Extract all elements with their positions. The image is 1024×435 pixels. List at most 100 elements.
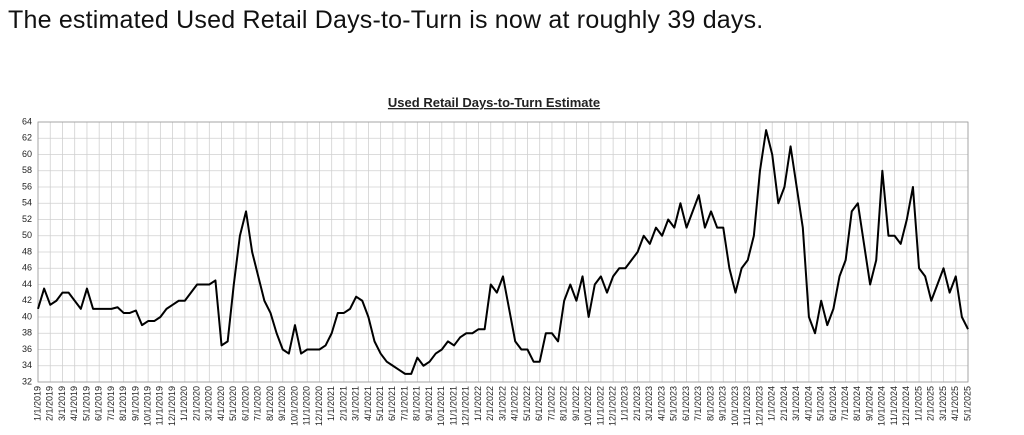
y-tick-label: 34 <box>22 360 32 370</box>
y-tick-label: 56 <box>22 181 32 191</box>
x-tick-label: 1/1/2023 <box>620 386 630 421</box>
x-tick-label: 7/1/2020 <box>253 386 263 421</box>
y-tick-label: 40 <box>22 311 32 321</box>
x-tick-label: 11/1/2022 <box>595 386 605 425</box>
y-tick-label: 58 <box>22 165 32 175</box>
x-tick-label: 10/1/2019 <box>143 386 153 426</box>
y-tick-label: 50 <box>22 230 32 240</box>
y-tick-label: 32 <box>22 376 32 386</box>
x-tick-label: 6/1/2022 <box>534 386 544 421</box>
x-tick-label: 5/1/2024 <box>816 386 826 421</box>
x-tick-label: 9/1/2019 <box>130 386 140 421</box>
y-tick-label: 38 <box>22 328 32 338</box>
x-tick-label: 12/1/2022 <box>608 386 618 426</box>
x-tick-label: 2/1/2023 <box>632 386 642 421</box>
x-tick-label: 6/1/2019 <box>94 386 104 421</box>
x-tick-label: 9/1/2024 <box>864 386 874 421</box>
x-tick-label: 8/1/2021 <box>412 386 422 421</box>
x-tick-label: 12/1/2024 <box>901 386 911 426</box>
x-tick-label: 9/1/2022 <box>571 386 581 421</box>
x-tick-label: 3/1/2021 <box>351 386 361 421</box>
x-tick-label: 4/1/2023 <box>656 386 666 421</box>
x-tick-label: 10/1/2020 <box>289 386 299 426</box>
x-tick-label: 11/1/2019 <box>155 386 165 425</box>
x-tick-label: 4/1/2019 <box>69 386 79 421</box>
x-tick-label: 12/1/2020 <box>314 386 324 426</box>
x-tick-label: 4/1/2025 <box>950 386 960 421</box>
x-tick-label: 4/1/2021 <box>363 386 373 421</box>
x-tick-label: 11/1/2021 <box>448 386 458 425</box>
x-tick-label: 3/1/2025 <box>938 386 948 421</box>
x-tick-label: 1/1/2024 <box>767 386 777 421</box>
x-tick-label: 5/1/2019 <box>81 386 91 421</box>
x-tick-label: 2/1/2020 <box>191 386 201 421</box>
x-tick-label: 8/1/2024 <box>852 386 862 421</box>
y-tick-label: 44 <box>22 279 32 289</box>
headline: The estimated Used Retail Days-to-Turn i… <box>8 6 764 34</box>
x-tick-label: 2/1/2024 <box>779 386 789 421</box>
x-tick-label: 10/1/2022 <box>583 386 593 426</box>
x-tick-label: 1/1/2019 <box>32 386 42 421</box>
x-tick-label: 6/1/2023 <box>681 386 691 421</box>
x-tick-label: 3/1/2024 <box>791 386 801 421</box>
y-tick-label: 64 <box>22 116 32 126</box>
x-tick-label: 10/1/2024 <box>877 386 887 426</box>
x-tick-label: 10/1/2023 <box>730 386 740 426</box>
x-tick-label: 8/1/2019 <box>118 386 128 421</box>
x-tick-label: 11/1/2020 <box>302 386 312 425</box>
x-tick-label: 5/1/2021 <box>375 386 385 421</box>
x-tick-label: 12/1/2019 <box>167 386 177 426</box>
x-tick-label: 8/1/2020 <box>265 386 275 421</box>
x-tick-label: 12/1/2023 <box>754 386 764 426</box>
x-tick-label: 7/1/2024 <box>840 386 850 421</box>
x-tick-label: 1/1/2021 <box>326 386 336 421</box>
y-tick-label: 42 <box>22 295 32 305</box>
x-tick-label: 4/1/2024 <box>803 386 813 421</box>
x-tick-label: 6/1/2020 <box>240 386 250 421</box>
x-tick-label: 3/1/2020 <box>204 386 214 421</box>
x-tick-label: 8/1/2023 <box>705 386 715 421</box>
x-tick-label: 1/1/2025 <box>913 386 923 421</box>
plot-frame <box>37 121 969 383</box>
x-tick-label: 6/1/2021 <box>387 386 397 421</box>
x-tick-label: 3/1/2023 <box>644 386 654 421</box>
x-tick-label: 7/1/2023 <box>693 386 703 421</box>
x-tick-label: 2/1/2021 <box>338 386 348 421</box>
x-tick-label: 4/1/2022 <box>510 386 520 421</box>
x-tick-label: 5/1/2020 <box>228 386 238 421</box>
y-tick-label: 62 <box>22 133 32 143</box>
x-tick-label: 11/1/2024 <box>889 386 899 425</box>
x-tick-label: 4/1/2020 <box>216 386 226 421</box>
x-tick-label: 6/1/2024 <box>828 386 838 421</box>
x-tick-label: 5/1/2025 <box>962 386 972 421</box>
x-tick-label: 7/1/2019 <box>106 386 116 421</box>
y-tick-label: 60 <box>22 149 32 159</box>
x-tick-label: 2/1/2019 <box>45 386 55 421</box>
x-tick-label: 9/1/2020 <box>277 386 287 421</box>
x-tick-label: 3/1/2022 <box>497 386 507 421</box>
x-tick-label: 5/1/2023 <box>669 386 679 421</box>
x-tick-label: 8/1/2022 <box>559 386 569 421</box>
x-tick-label: 5/1/2022 <box>522 386 532 421</box>
y-tick-label: 46 <box>22 263 32 273</box>
x-tick-label: 1/1/2020 <box>179 386 189 421</box>
x-tick-label: 9/1/2021 <box>424 386 434 421</box>
y-tick-label: 36 <box>22 344 32 354</box>
x-tick-label: 3/1/2019 <box>57 386 67 421</box>
x-tick-label: 2/1/2025 <box>926 386 936 421</box>
y-tick-label: 54 <box>22 198 32 208</box>
x-tick-label: 12/1/2021 <box>461 386 471 426</box>
chart-title: Used Retail Days-to-Turn Estimate <box>388 95 600 110</box>
x-tick-label: 7/1/2022 <box>546 386 556 421</box>
x-tick-label: 10/1/2021 <box>436 386 446 426</box>
x-tick-label: 1/1/2022 <box>473 386 483 421</box>
data-line <box>37 129 969 375</box>
y-tick-label: 48 <box>22 246 32 256</box>
x-tick-label: 2/1/2022 <box>485 386 495 421</box>
x-tick-label: 7/1/2021 <box>399 386 409 421</box>
y-tick-label: 52 <box>22 214 32 224</box>
x-tick-label: 9/1/2023 <box>718 386 728 421</box>
x-tick-label: 11/1/2023 <box>742 386 752 425</box>
